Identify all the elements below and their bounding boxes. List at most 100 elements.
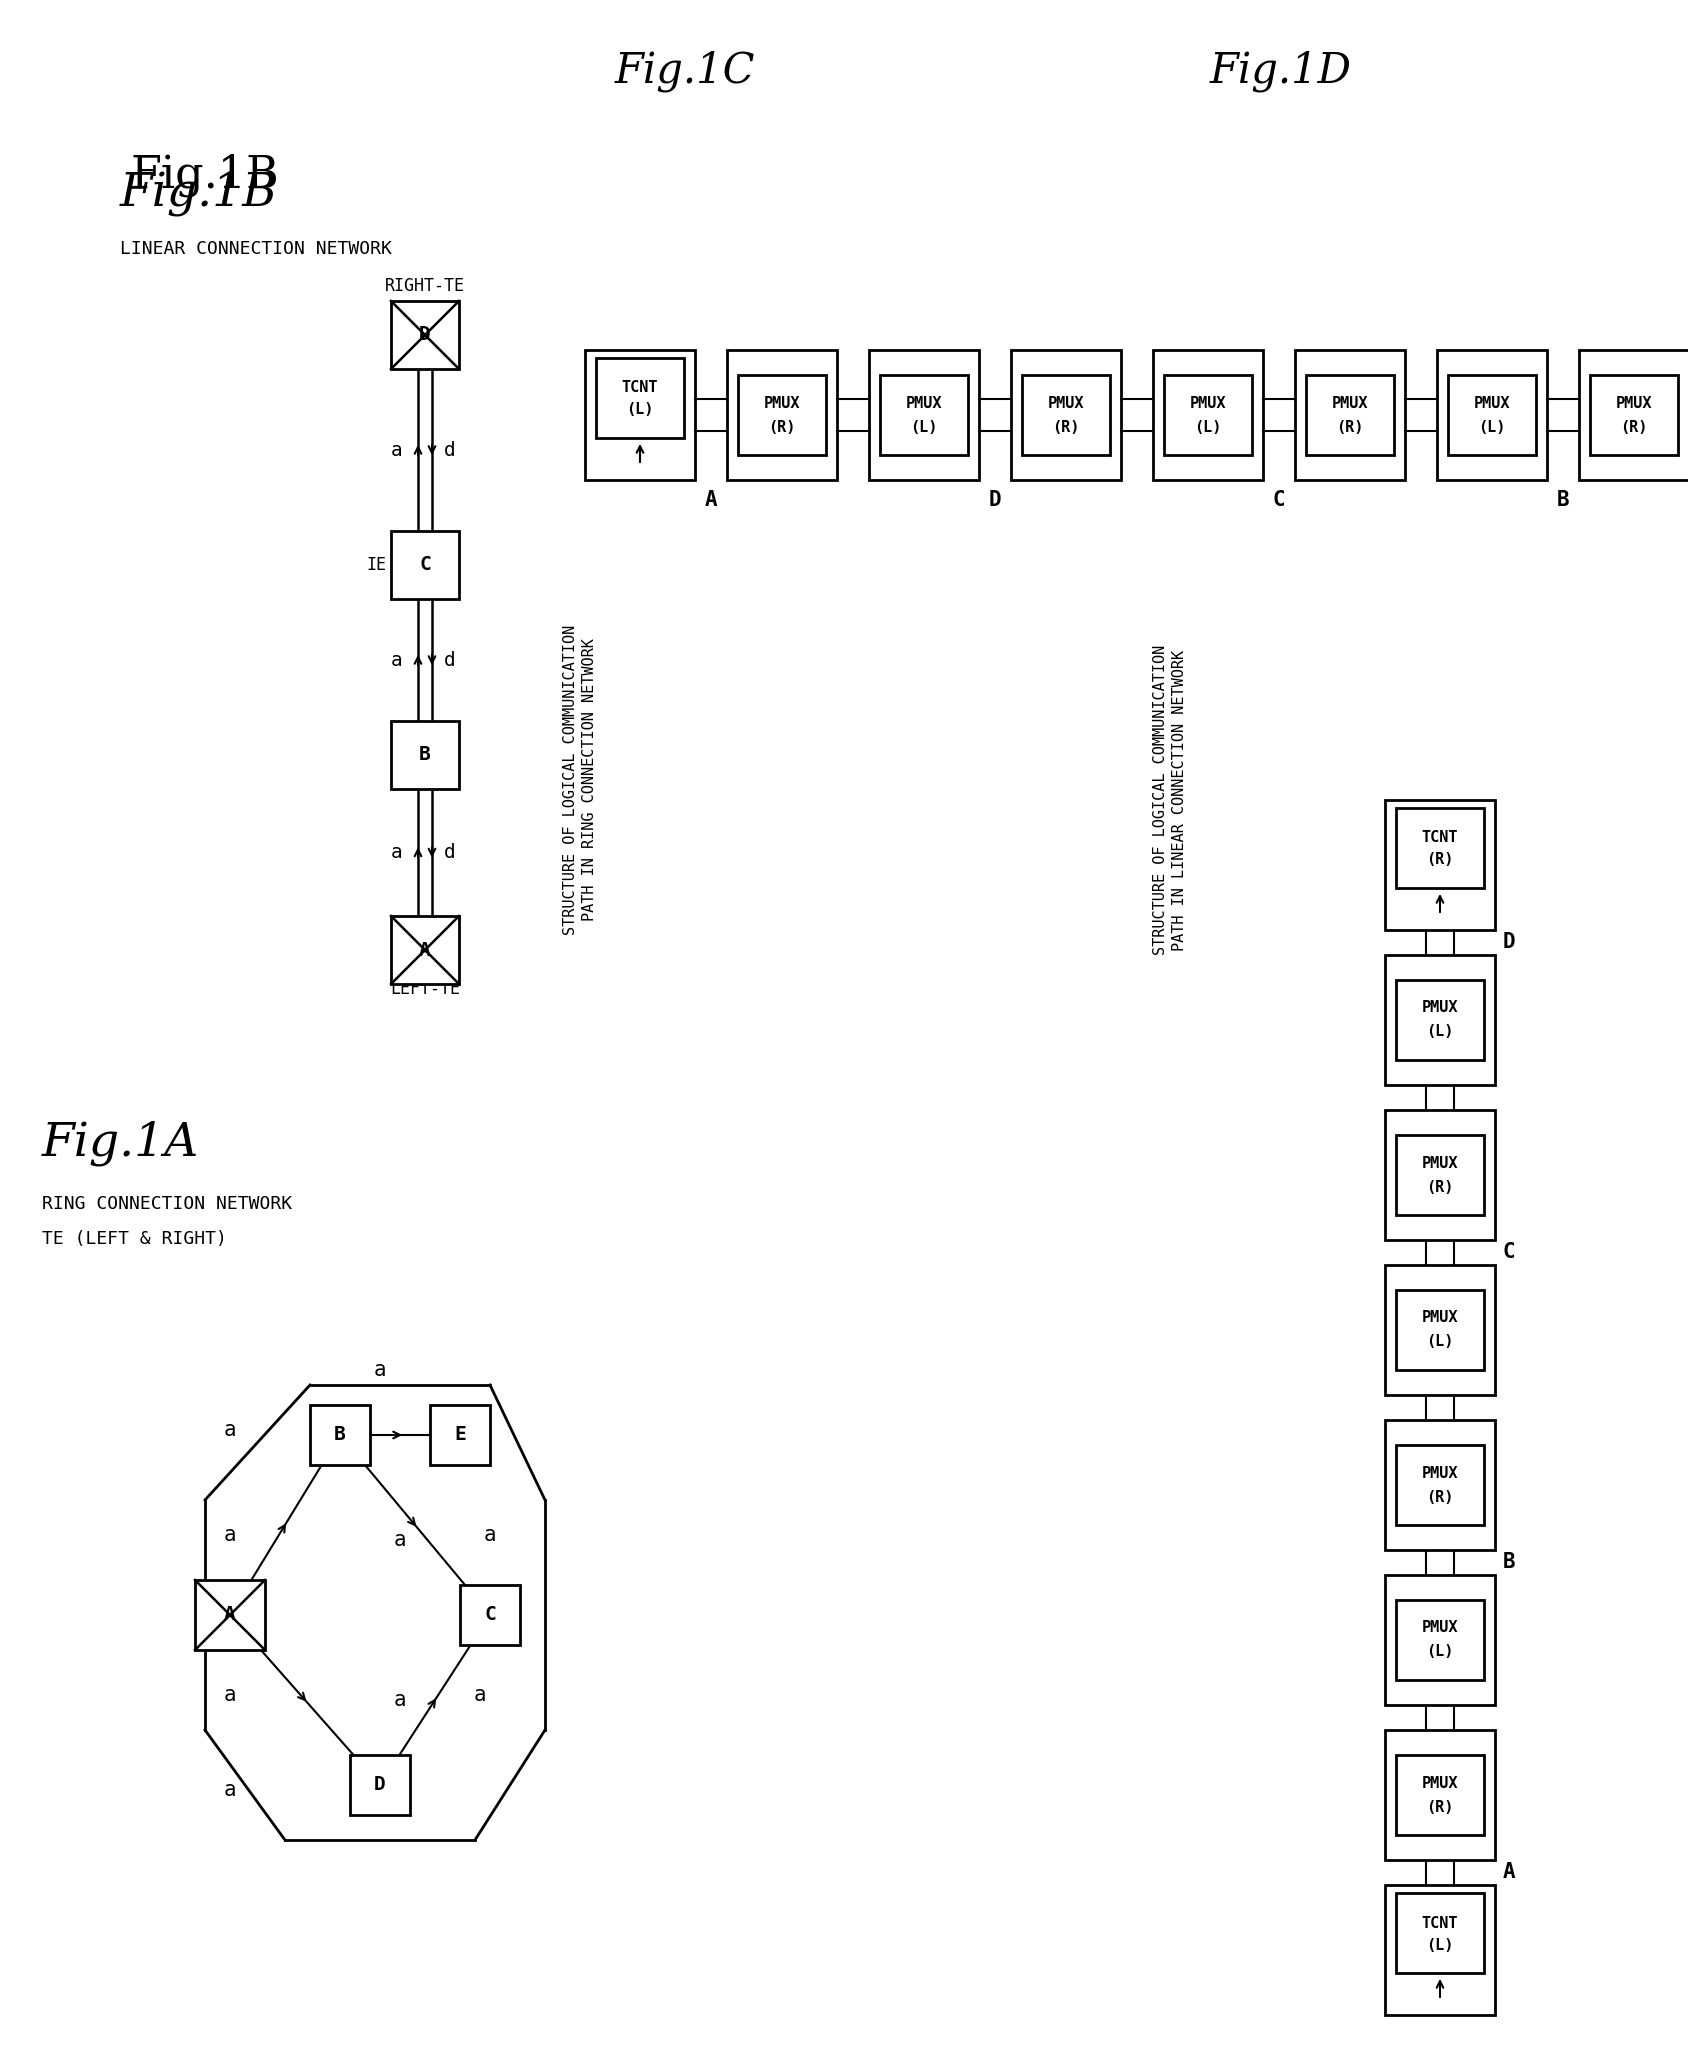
Text: (L): (L) <box>1426 1024 1453 1039</box>
Bar <box>1384 955 1496 1086</box>
Text: A: A <box>1502 1863 1516 1883</box>
Text: LEFT-TE: LEFT-TE <box>390 979 461 998</box>
Text: Fig.1B: Fig.1B <box>130 154 280 197</box>
Text: (L): (L) <box>1479 420 1506 434</box>
Text: RIGHT-TE: RIGHT-TE <box>385 277 464 295</box>
Text: (R): (R) <box>1052 420 1080 434</box>
Text: STRUCTURE OF LOGICAL COMMUNICATION
PATH IN LINEAR CONNECTION NETWORK: STRUCTURE OF LOGICAL COMMUNICATION PATH … <box>1153 645 1187 955</box>
Text: (L): (L) <box>1426 1334 1453 1350</box>
Text: STRUCTURE OF LOGICAL COMMUNICATION
PATH IN RING CONNECTION NETWORK: STRUCTURE OF LOGICAL COMMUNICATION PATH … <box>562 625 598 934</box>
Text: PMUX: PMUX <box>1615 395 1653 410</box>
Text: PMUX: PMUX <box>1421 1465 1458 1481</box>
Text: (R): (R) <box>1620 420 1647 434</box>
Text: LINEAR CONNECTION NETWORK: LINEAR CONNECTION NETWORK <box>120 240 392 258</box>
Text: (R): (R) <box>1426 852 1453 867</box>
Text: Fig.1D: Fig.1D <box>1210 49 1352 92</box>
Bar <box>1384 1729 1496 1860</box>
Bar <box>596 359 684 438</box>
Text: D: D <box>989 490 1001 510</box>
Text: (L): (L) <box>1426 1938 1453 1953</box>
Text: C: C <box>1502 1242 1516 1262</box>
Text: TCNT: TCNT <box>621 381 658 395</box>
Bar <box>1384 1885 1496 2014</box>
Text: (R): (R) <box>1426 1799 1453 1815</box>
Bar <box>1021 375 1111 455</box>
Text: PMUX: PMUX <box>1421 1156 1458 1170</box>
Text: a: a <box>225 1684 236 1705</box>
Bar <box>1578 350 1688 479</box>
Text: Fig.1A: Fig.1A <box>42 1121 199 1166</box>
Text: C: C <box>484 1606 496 1625</box>
Text: PMUX: PMUX <box>1190 395 1225 410</box>
Bar <box>1307 375 1394 455</box>
Bar <box>1384 1576 1496 1705</box>
Text: TCNT: TCNT <box>1421 830 1458 846</box>
Bar <box>728 350 837 479</box>
Text: C: C <box>419 555 430 574</box>
Bar <box>1436 350 1546 479</box>
Text: Fig.1C: Fig.1C <box>614 49 756 92</box>
Bar <box>1396 1600 1484 1680</box>
Text: a: a <box>373 1361 387 1379</box>
Text: PMUX: PMUX <box>1332 395 1369 410</box>
Text: D: D <box>419 326 430 344</box>
Bar <box>392 301 459 369</box>
Bar <box>738 375 825 455</box>
Text: PMUX: PMUX <box>1421 1311 1458 1326</box>
Bar <box>1396 1445 1484 1524</box>
Text: a: a <box>225 1781 236 1799</box>
Bar <box>1396 979 1484 1059</box>
Text: B: B <box>419 746 430 764</box>
Text: PMUX: PMUX <box>1048 395 1084 410</box>
Bar <box>1153 350 1263 479</box>
Bar <box>392 721 459 789</box>
Text: PMUX: PMUX <box>1421 1621 1458 1635</box>
Text: a: a <box>393 1531 407 1549</box>
Text: d: d <box>444 650 456 670</box>
Bar <box>1384 1111 1496 1240</box>
Text: PMUX: PMUX <box>763 395 800 410</box>
Bar <box>1396 1291 1484 1371</box>
Text: d: d <box>444 842 456 863</box>
Bar <box>1396 1135 1484 1215</box>
Text: d: d <box>444 441 456 459</box>
Bar <box>1590 375 1678 455</box>
Text: D: D <box>1502 932 1516 953</box>
Bar <box>1396 807 1484 887</box>
Text: RING CONNECTION NETWORK: RING CONNECTION NETWORK <box>42 1195 292 1213</box>
Text: (R): (R) <box>1337 420 1364 434</box>
Text: TE (LEFT & RIGHT): TE (LEFT & RIGHT) <box>42 1229 226 1248</box>
Text: PMUX: PMUX <box>1421 1000 1458 1016</box>
Text: a: a <box>225 1420 236 1440</box>
Text: (R): (R) <box>768 420 795 434</box>
Bar <box>869 350 979 479</box>
Text: a: a <box>474 1684 486 1705</box>
Bar <box>1448 375 1536 455</box>
Text: (R): (R) <box>1426 1180 1453 1195</box>
Text: (L): (L) <box>910 420 939 434</box>
Bar <box>1396 1756 1484 1836</box>
Text: B: B <box>1556 490 1570 510</box>
Text: PMUX: PMUX <box>1421 1776 1458 1791</box>
Text: TCNT: TCNT <box>1421 1916 1458 1930</box>
Bar <box>586 350 695 479</box>
Bar <box>430 1406 490 1465</box>
Bar <box>392 916 459 984</box>
Text: A: A <box>704 490 717 510</box>
Text: A: A <box>225 1606 236 1625</box>
Bar <box>392 531 459 598</box>
Text: a: a <box>393 1690 407 1711</box>
Text: a: a <box>392 650 403 670</box>
Text: B: B <box>334 1426 346 1445</box>
Text: A: A <box>419 940 430 959</box>
Text: D: D <box>375 1776 387 1795</box>
Bar <box>1295 350 1404 479</box>
Text: a: a <box>225 1524 236 1545</box>
Text: C: C <box>1273 490 1285 510</box>
Bar <box>1396 1893 1484 1973</box>
Bar <box>879 375 967 455</box>
Text: B: B <box>1502 1553 1516 1572</box>
Bar <box>1011 350 1121 479</box>
Text: a: a <box>484 1524 496 1545</box>
Text: (L): (L) <box>1195 420 1222 434</box>
